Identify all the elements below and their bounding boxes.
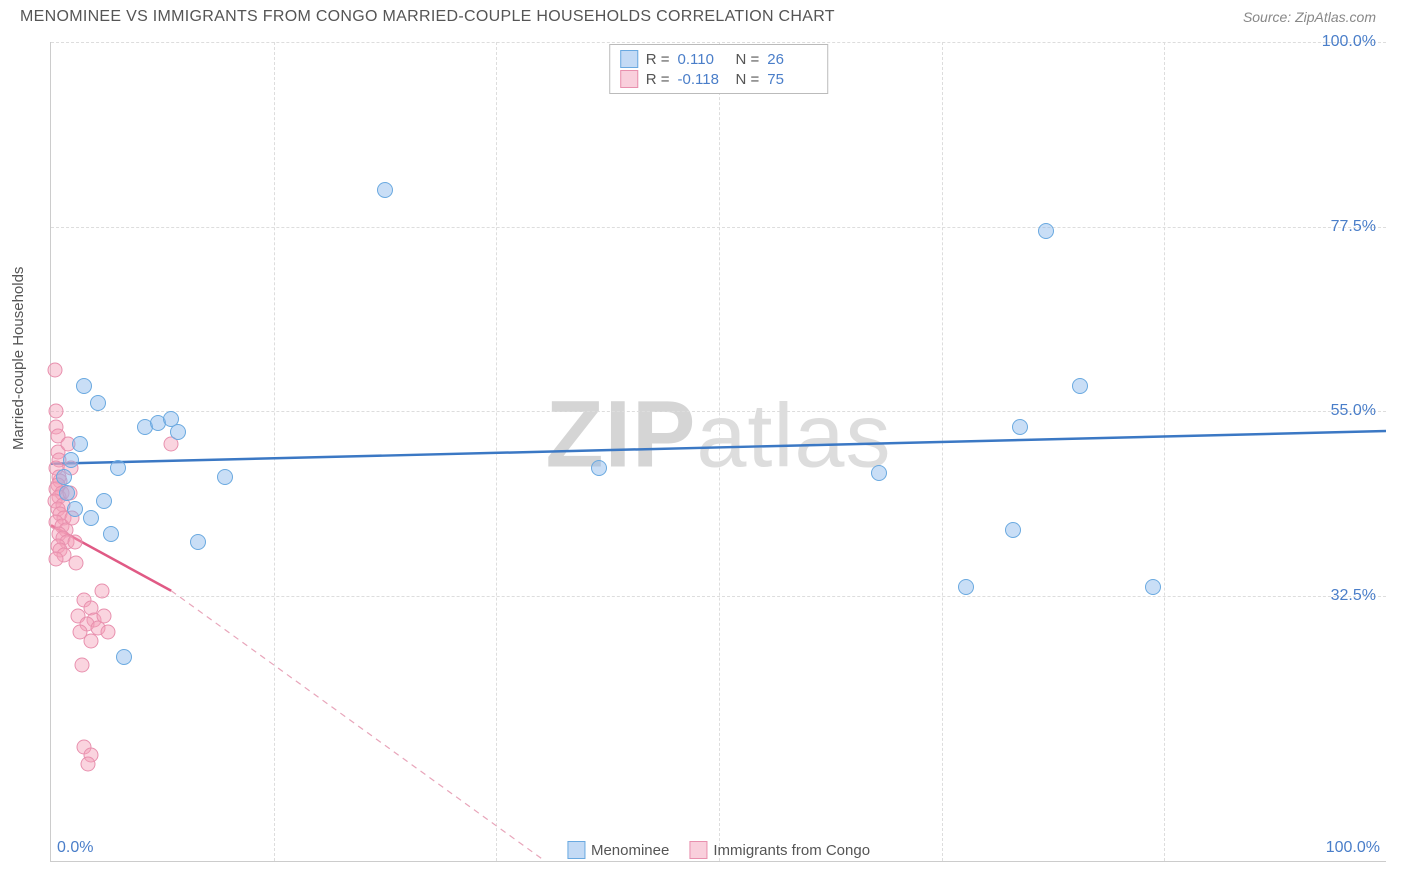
data-point-blue [96, 493, 112, 509]
legend-n-label: N = [736, 71, 760, 88]
legend-swatch [620, 70, 638, 88]
data-point-blue [59, 485, 75, 501]
legend-n-value: 26 [767, 51, 817, 68]
data-point-blue [217, 469, 233, 485]
data-point-pink [94, 584, 109, 599]
gridline-v [496, 42, 497, 861]
legend-r-label: R = [646, 71, 670, 88]
data-point-blue [90, 395, 106, 411]
data-point-blue [63, 452, 79, 468]
y-tick-label: 55.0% [1331, 402, 1376, 420]
data-point-pink [81, 756, 96, 771]
correlation-legend: R = 0.110 N = 26 R = -0.118 N = 75 [609, 44, 829, 94]
data-point-pink [84, 633, 99, 648]
gridline-v [942, 42, 943, 861]
x-tick-label: 0.0% [57, 839, 93, 857]
data-point-blue [72, 436, 88, 452]
y-tick-label: 32.5% [1331, 587, 1376, 605]
y-tick-label: 77.5% [1331, 218, 1376, 236]
legend-r-value: -0.118 [678, 71, 728, 88]
gridline-v [719, 42, 720, 861]
data-point-blue [56, 469, 72, 485]
data-point-blue [1005, 522, 1021, 538]
data-point-pink [49, 551, 64, 566]
legend-swatch [689, 841, 707, 859]
data-point-pink [101, 625, 116, 640]
gridline-v [274, 42, 275, 861]
data-point-pink [49, 404, 64, 419]
data-point-blue [170, 424, 186, 440]
data-point-blue [1145, 579, 1161, 595]
data-point-pink [48, 363, 63, 378]
legend-item: Immigrants from Congo [689, 841, 870, 859]
legend-item: Menominee [567, 841, 669, 859]
legend-swatch [567, 841, 585, 859]
data-point-pink [69, 555, 84, 570]
data-point-pink [68, 535, 83, 550]
data-point-blue [76, 378, 92, 394]
series-legend: Menominee Immigrants from Congo [567, 841, 870, 859]
data-point-blue [1038, 223, 1054, 239]
data-point-blue [377, 182, 393, 198]
data-point-blue [1072, 378, 1088, 394]
y-tick-label: 100.0% [1322, 33, 1376, 51]
data-point-blue [1012, 419, 1028, 435]
data-point-pink [74, 658, 89, 673]
data-point-blue [591, 460, 607, 476]
chart-area: ZIPatlas 32.5%55.0%77.5%100.0%0.0%100.0%… [50, 42, 1386, 862]
legend-r-label: R = [646, 51, 670, 68]
x-tick-label: 100.0% [1326, 839, 1380, 857]
data-point-blue [83, 510, 99, 526]
legend-row: R = 0.110 N = 26 [620, 49, 818, 69]
source-attribution: Source: ZipAtlas.com [1243, 9, 1376, 25]
data-point-blue [958, 579, 974, 595]
legend-label: Immigrants from Congo [713, 842, 870, 859]
data-point-pink [97, 609, 112, 624]
data-point-blue [116, 649, 132, 665]
legend-swatch [620, 50, 638, 68]
chart-title: MENOMINEE VS IMMIGRANTS FROM CONGO MARRI… [20, 8, 835, 26]
legend-row: R = -0.118 N = 75 [620, 69, 818, 89]
data-point-blue [103, 526, 119, 542]
gridline-v [1164, 42, 1165, 861]
legend-n-label: N = [736, 51, 760, 68]
legend-r-value: 0.110 [678, 51, 728, 68]
data-point-blue [67, 501, 83, 517]
data-point-blue [190, 534, 206, 550]
data-point-blue [110, 460, 126, 476]
y-axis-label: Married-couple Households [10, 267, 27, 450]
data-point-blue [871, 465, 887, 481]
legend-n-value: 75 [767, 71, 817, 88]
legend-label: Menominee [591, 842, 669, 859]
